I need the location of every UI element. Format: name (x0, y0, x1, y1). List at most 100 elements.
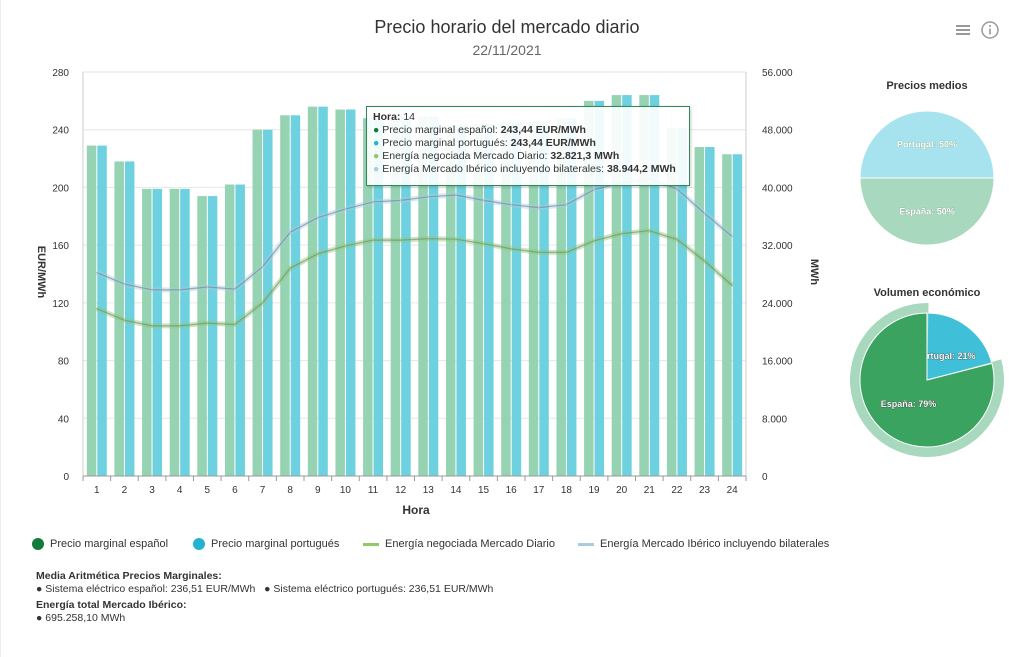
line-energia-iberico-point (178, 289, 181, 291)
bar-precio-espanol (390, 116, 401, 476)
bar-precio-portugues (649, 95, 660, 476)
legend-label-energia-iberico: Energía Mercado Ibérico incluyendo bilat… (600, 538, 830, 550)
line-energia-diario-point (372, 239, 374, 241)
x-tick-label: 3 (149, 485, 155, 496)
y-tick-label: 240 (52, 126, 69, 137)
x-tick-label: 21 (644, 485, 656, 496)
y-tick-label: 0 (63, 472, 69, 483)
legend-item-energia-iberico[interactable]: Energía Mercado Ibérico incluyendo bilat… (578, 536, 829, 552)
line-energia-diario-point (620, 232, 623, 235)
legend-label-energia-diario: Energía negociada Mercado Diario (385, 538, 555, 550)
legend-item-precio-portugues[interactable]: Precio marginal portugués (193, 536, 339, 552)
x-tick-label: 6 (232, 485, 238, 496)
pie-precios-medios-label: España: 50% (899, 207, 955, 217)
bar-precio-portugues (263, 129, 273, 476)
bar-precio-portugues (511, 122, 522, 476)
line-energia-iberico-point (151, 289, 153, 291)
bar-precio-espanol (252, 129, 263, 476)
line-energia-iberico-point (123, 283, 126, 285)
line-energia-diario-point (344, 245, 347, 247)
line-energia-iberico-point (261, 265, 264, 268)
legend-label-precio-portugues: Precio marginal portugués (211, 538, 340, 550)
x-tick-label: 23 (699, 485, 711, 496)
bar-precio-espanol (280, 115, 290, 477)
stats-media-es: ● Sistema eléctrico español: 236,51 EUR/… (36, 583, 256, 595)
line-energia-iberico-point (427, 196, 430, 198)
line-energia-diario-point (261, 302, 264, 304)
x-tick-label: 16 (506, 485, 518, 496)
pie-precios-medios-title: Precios medios (886, 80, 968, 92)
x-tick-label: 15 (478, 485, 490, 496)
line-energia-iberico-point (731, 235, 733, 238)
tooltip-es-label: Precio marginal español: (382, 124, 498, 136)
pie-precios-medios-slice (859, 110, 995, 179)
line-energia-diario-point (178, 325, 181, 327)
bar-precio-espanol (611, 95, 622, 476)
line-energia-iberico-point (455, 194, 457, 196)
legend-item-energia-diario[interactable]: Energía negociada Mercado Diario (363, 536, 555, 552)
bar-precio-espanol (556, 118, 566, 477)
y-tick-label: 120 (52, 299, 69, 310)
bar-precio-espanol (169, 188, 180, 476)
x-tick-label: 17 (533, 485, 545, 496)
x-tick-label: 13 (423, 485, 435, 496)
stats-energia-title: Energía total Mercado Ibérico: (36, 599, 187, 611)
info-icon[interactable] (979, 20, 1001, 42)
line-energia-diario-point (676, 238, 678, 241)
line-energia-iberico-point (96, 271, 98, 274)
bar-precio-portugues (705, 147, 715, 476)
tooltip-iberico-label: Energía Mercado Ibérico incluyendo bilat… (382, 163, 605, 175)
y-tick-label: 80 (58, 357, 70, 368)
y2-tick-label: 24.000 (762, 299, 793, 310)
line-energia-diario-point (482, 242, 485, 245)
x-tick-label: 7 (260, 485, 266, 496)
tooltip-diario-label: Energía negociada Mercado Diario: (382, 150, 548, 162)
legend-marker-precio-portugues (193, 538, 205, 550)
hamburger-menu-icon[interactable] (952, 20, 974, 42)
line-energia-iberico-point (510, 203, 512, 206)
legend-item-precio-espanol[interactable]: Precio marginal español (32, 536, 168, 552)
bar-precio-portugues (428, 116, 439, 476)
bar-precio-portugues (373, 118, 384, 477)
line-energia-iberico-point (289, 231, 291, 233)
x-tick-label: 14 (450, 485, 462, 496)
x-tick-label: 24 (727, 485, 739, 496)
tooltip-iberico-value: 38.944,2 MWh (606, 163, 676, 175)
line-energia-diario-point (565, 251, 568, 254)
bar-precio-portugues (401, 116, 411, 476)
bar-precio-portugues (732, 154, 743, 476)
bar-precio-espanol (445, 124, 456, 476)
bar-precio-portugues (677, 128, 687, 476)
tooltip-diario-value: 32.821,3 MWh (550, 150, 620, 162)
x-tick-label: 18 (561, 485, 573, 496)
line-energia-iberico-point (317, 216, 319, 219)
bar-precio-espanol (142, 188, 152, 476)
x-tick-label: 10 (340, 485, 352, 496)
line-energia-iberico-point (593, 188, 595, 191)
y2-tick-label: 48.000 (762, 126, 793, 137)
line-energia-diario-point (234, 323, 236, 326)
line-energia-diario-point (703, 260, 706, 262)
y2-tick-label: 0 (762, 472, 768, 483)
legend-marker-precio-espanol (32, 538, 44, 550)
bar-precio-espanol (224, 184, 235, 477)
summary-stats: Media Aritmética Precios Marginales: ● S… (36, 570, 493, 625)
legend-marker-energia-iberico (578, 542, 594, 546)
y-tick-label: 160 (52, 241, 69, 252)
stats-energia-value: ● 695.258,10 MWh (36, 612, 126, 624)
line-energia-diario-point (593, 240, 595, 242)
x-tick-label: 1 (94, 485, 100, 496)
pie-volumen-economico-label: Portugal: 21% (915, 351, 975, 361)
bar-precio-espanol (363, 118, 373, 477)
bar-precio-espanol (197, 196, 207, 477)
line-energia-iberico-point (538, 206, 540, 209)
pie-precios-medios-slice (859, 177, 995, 246)
bar-precio-portugues (345, 109, 356, 476)
line-energia-diario-point (510, 247, 512, 250)
y-axis-label: EUR/MWh (35, 246, 47, 299)
chart-title: Precio horario del mercado diario (374, 17, 640, 37)
line-energia-diario-point (151, 325, 153, 327)
bar-precio-espanol (528, 121, 539, 477)
x-tick-label: 22 (671, 485, 683, 496)
